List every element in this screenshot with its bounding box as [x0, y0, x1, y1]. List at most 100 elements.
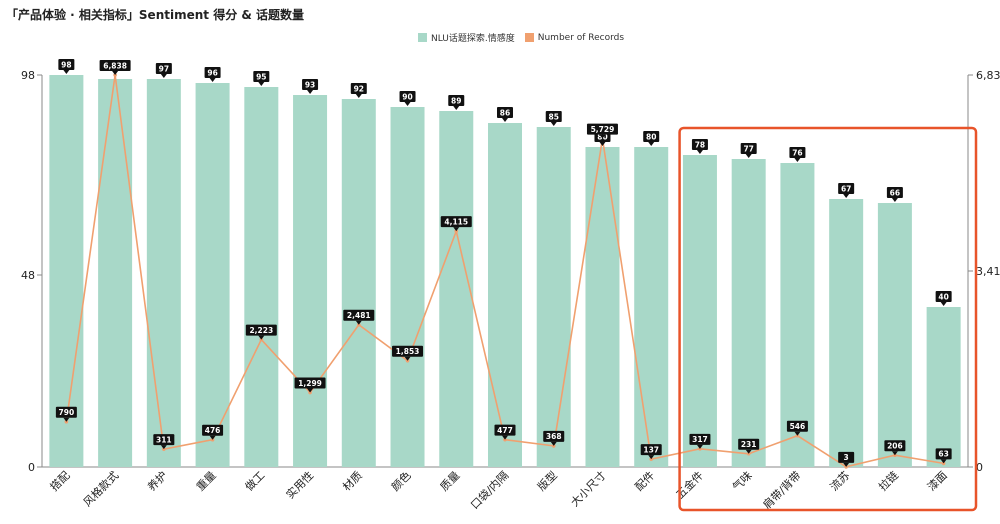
line-value-label-pointer	[745, 449, 752, 454]
line-value-label-text: 2,223	[249, 326, 273, 335]
bar-value-label-pointer	[209, 78, 216, 82]
category-label: 流苏	[827, 468, 852, 493]
bar-value-label-bg	[58, 59, 75, 70]
line-value-label-bg	[392, 345, 424, 357]
line-value-label: 311	[153, 434, 175, 450]
bar-value-label-bg	[399, 91, 416, 102]
category-label: 口袋/内隔	[467, 468, 511, 512]
bar-value-label: 93	[302, 79, 319, 94]
bar-value-label-pointer	[843, 194, 850, 198]
bar-value-label: 78	[691, 139, 708, 154]
bar-value-label-bg	[350, 83, 367, 94]
line-value-label-text: 2,481	[347, 311, 371, 320]
line-point	[551, 444, 556, 448]
legend-label-bar: NLU话题探索.情感度	[431, 34, 515, 44]
left-tick-label: 48	[21, 269, 35, 282]
bar-value-label-text: 89	[451, 96, 461, 105]
bar-value-label-bg	[302, 79, 319, 90]
bar-value-label-pointer	[355, 94, 362, 98]
line-value-label-text: 3	[844, 453, 849, 462]
line-value-label-bg	[640, 444, 662, 456]
line-value-label: 5,729	[586, 123, 618, 139]
bar-value-label-pointer	[599, 142, 606, 146]
line-value-label: 4,115	[440, 216, 472, 232]
bar	[780, 163, 815, 467]
line-value-label-pointer	[891, 451, 898, 456]
line-value-label-pointer	[843, 462, 850, 467]
category-label: 养护	[145, 468, 170, 493]
line-value-label-pointer	[696, 444, 703, 449]
bar-value-label-pointer	[63, 70, 70, 74]
line-value-label-bg	[494, 424, 516, 436]
right-tick-label: 3,419	[976, 265, 1000, 278]
line-value-label: 1,853	[392, 345, 424, 361]
bar-value-label-bg	[545, 111, 562, 122]
bar-value-label-bg	[935, 291, 952, 302]
line-value-label-pointer	[453, 227, 460, 232]
bar-value-label-pointer	[550, 122, 557, 126]
right-tick-label: 0	[976, 461, 983, 474]
bar-value-label-text: 85	[549, 112, 559, 121]
bar-value-label: 95	[253, 71, 270, 86]
bar-value-label-text: 78	[695, 140, 705, 149]
line-value-label-bg	[153, 434, 175, 446]
line-value-label: 317	[689, 433, 711, 449]
category-label: 肩带/背带	[760, 468, 804, 512]
bar-value-label: 96	[204, 67, 221, 82]
line-value-label-bg	[586, 123, 618, 135]
line-value-label-text: 206	[887, 441, 903, 450]
line-value-label-pointer	[599, 134, 606, 139]
line-value-label-pointer	[112, 71, 119, 75]
line-value-label-bg	[99, 60, 131, 71]
line-value-label-pointer	[355, 320, 362, 325]
category-label: 重量	[193, 468, 218, 493]
legend: NLU话题探索.情感度 Number of Records	[418, 31, 624, 44]
line-point	[308, 390, 312, 395]
bar	[536, 127, 571, 467]
line-value-label-text: 5,729	[591, 125, 615, 134]
line-point	[113, 73, 117, 77]
bar-value-label: 86	[497, 107, 513, 122]
bar-value-label-pointer	[258, 82, 265, 86]
line-value-label-text: 311	[156, 435, 172, 444]
bar-value-label-text: 92	[354, 84, 364, 93]
data-labels: 9897969593929089868580807877766766407906…	[55, 59, 952, 467]
bar-value-label-bg	[253, 71, 270, 82]
category-label: 版型	[534, 468, 559, 493]
bar-value-label-bg	[643, 131, 660, 142]
line-value-label-text: 63	[938, 450, 948, 459]
bar	[634, 147, 669, 467]
line-value-label-bg	[245, 324, 277, 336]
bar-value-label: 76	[789, 147, 806, 162]
line-value-label-bg	[294, 377, 326, 389]
line-value-label-text: 231	[741, 440, 757, 449]
line-value-label-text: 477	[497, 426, 513, 435]
bar-value-label: 66	[886, 187, 903, 202]
bar-value-label-bg	[204, 67, 221, 78]
bar	[146, 79, 181, 467]
legend-item-bar[interactable]: NLU话题探索.情感度	[418, 31, 515, 44]
left-tick-label: 98	[21, 69, 35, 82]
bar-value-label-text: 93	[305, 80, 315, 89]
line-value-label-bg	[202, 424, 224, 436]
legend-item-line[interactable]: Number of Records	[524, 33, 624, 43]
category-label: 颜色	[388, 468, 413, 493]
line-value-label-bg	[786, 420, 808, 432]
bar-value-label: 97	[155, 63, 172, 78]
bar-value-label-text: 66	[890, 188, 900, 197]
bar	[682, 155, 717, 467]
line-value-label: 790	[55, 406, 77, 422]
line-value-label: 477	[494, 424, 516, 440]
category-label: 气味	[729, 468, 754, 493]
bar-value-label: 80	[643, 131, 660, 146]
bar-value-label: 67	[838, 183, 855, 198]
line-value-label-pointer	[502, 435, 508, 440]
bar-value-label: 98	[58, 59, 75, 74]
bars	[49, 75, 961, 467]
bar-value-label: 77	[740, 143, 757, 158]
category-label: 拉链	[876, 468, 901, 493]
line-value-label-text: 1,299	[298, 379, 322, 388]
bar	[341, 99, 376, 467]
line-value-label-text: 546	[790, 422, 806, 431]
